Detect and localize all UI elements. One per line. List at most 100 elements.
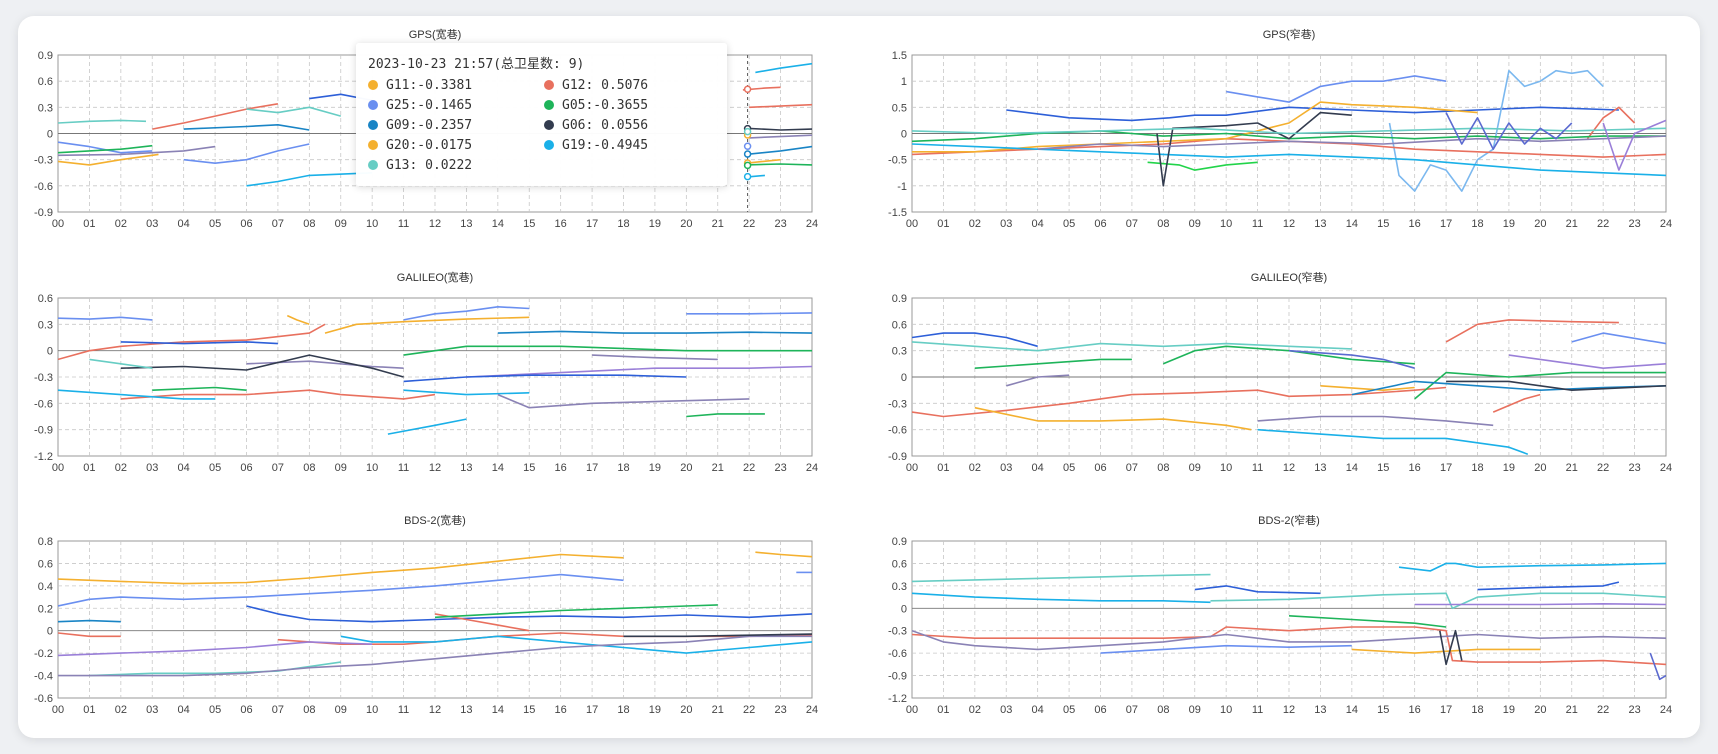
series-line-11[interactable] <box>1414 603 1666 606</box>
series-line-4[interactable] <box>183 143 310 164</box>
series-line-13[interactable] <box>58 641 373 657</box>
series-line-4[interactable] <box>1194 585 1321 595</box>
series-line-12[interactable] <box>1649 652 1666 681</box>
series-line-0[interactable] <box>58 553 624 585</box>
series-line-18[interactable] <box>120 354 404 378</box>
series-line-16[interactable] <box>1288 349 1415 369</box>
series-line-15[interactable] <box>497 393 750 409</box>
series-line-1[interactable] <box>1226 75 1447 103</box>
x-tick-label: 09 <box>1189 462 1201 474</box>
series-line-0[interactable] <box>1006 106 1619 122</box>
series-line-2[interactable] <box>1445 319 1619 343</box>
chart-galileo-wide[interactable]: GALILEO(宽巷) 00 01 02 03 04 05 06 07 08 09 10 11 12 13… <box>34 270 818 474</box>
series-line-3[interactable] <box>1398 562 1666 572</box>
series-line-8[interactable] <box>497 330 812 334</box>
chart-galileo-narrow[interactable]: GALILEO(窄巷) 00 01 02 03 04 05 06 07 08 09 10 11 12 13… <box>888 270 1672 474</box>
series-line-1[interactable] <box>403 306 530 321</box>
series-line-1[interactable] <box>755 551 812 558</box>
series-line-8[interactable] <box>755 62 812 74</box>
series-line-4[interactable] <box>1586 106 1636 140</box>
chart-gps-narrow[interactable]: GPS(窄巷) 00 01 02 03 04 05 06 07 08 09 10 11 12 13 14 15… <box>888 27 1672 230</box>
series-line-4[interactable] <box>1492 393 1541 413</box>
x-tick-label: 22 <box>1597 462 1609 474</box>
series-line-3[interactable] <box>324 316 530 334</box>
series-line-7[interactable] <box>120 341 278 345</box>
series-line-13[interactable] <box>1602 119 1666 171</box>
series-line-14[interactable] <box>58 145 216 157</box>
series-line-12[interactable] <box>1445 112 1573 150</box>
series-line-3[interactable] <box>912 386 1447 418</box>
series-line-10[interactable] <box>340 635 812 654</box>
series-line-14[interactable] <box>623 633 813 638</box>
series-line-7[interactable] <box>745 145 812 156</box>
series-line-6[interactable] <box>58 632 121 638</box>
series-line-17[interactable] <box>58 144 153 154</box>
series-line-9[interactable] <box>403 345 812 356</box>
series-line-7[interactable] <box>1351 648 1541 654</box>
series-line-12[interactable] <box>58 635 812 677</box>
series-line-9[interactable] <box>1414 371 1666 400</box>
y-tick-label: 0.9 <box>892 536 907 548</box>
series-line-8[interactable] <box>1288 615 1447 628</box>
series-line-1[interactable] <box>152 103 279 130</box>
series-line-13[interactable] <box>1439 629 1463 666</box>
series-line-19[interactable] <box>89 358 153 369</box>
series-line-9[interactable] <box>246 172 373 187</box>
y-tick-label: -0.6 <box>34 398 53 410</box>
series-line-11[interactable] <box>58 119 147 124</box>
series-line-21[interactable] <box>403 374 687 383</box>
series-line-0[interactable] <box>912 573 1211 583</box>
x-tick-label: 21 <box>712 218 724 230</box>
series-line-2[interactable] <box>912 592 1211 604</box>
series-line-9[interactable] <box>912 629 1666 651</box>
chart-bds2-narrow[interactable]: BDS-2(窄巷) 00 01 02 03 04 05 06 07 08 09 10 11 12 13 14… <box>888 513 1672 716</box>
series-line-10[interactable] <box>1257 428 1529 455</box>
series-line-7[interactable] <box>1147 161 1258 171</box>
series-line-0[interactable] <box>58 153 159 166</box>
series-line-13[interactable] <box>387 418 467 435</box>
series-line-1[interactable] <box>1210 592 1667 610</box>
series-line-17[interactable] <box>592 354 718 361</box>
series-line-6[interactable] <box>1320 385 1415 391</box>
series-line-15[interactable] <box>749 134 812 139</box>
series-line-1[interactable] <box>912 341 1352 352</box>
series-line-10[interactable] <box>686 413 765 418</box>
series-line-12[interactable] <box>1257 415 1494 427</box>
series-line-6[interactable] <box>183 124 310 131</box>
series-line-5[interactable] <box>58 323 326 361</box>
series-line-14[interactable] <box>1508 354 1666 369</box>
series-line-11[interactable] <box>912 127 1666 135</box>
series-line-17[interactable] <box>1446 380 1666 391</box>
series-line-2[interactable] <box>58 573 624 607</box>
series-line-4[interactable] <box>246 605 813 623</box>
series-line-8[interactable] <box>1162 345 1415 365</box>
series-line-7[interactable] <box>974 358 1132 369</box>
series-line-12[interactable] <box>58 389 216 400</box>
series-line-20[interactable] <box>466 365 812 378</box>
series-line-16[interactable] <box>745 163 812 166</box>
series-line-0[interactable] <box>58 316 153 321</box>
series-line-6[interactable] <box>120 389 436 400</box>
series-line-18[interactable] <box>745 158 781 164</box>
series-line-5[interactable] <box>58 619 121 623</box>
series-line-12[interactable] <box>246 106 342 117</box>
series-line-4[interactable] <box>286 314 310 326</box>
series-line-6[interactable] <box>912 626 1666 666</box>
series-line-9[interactable] <box>1156 111 1352 187</box>
series-line-5[interactable] <box>1477 581 1620 591</box>
series-line-14[interactable] <box>403 389 530 396</box>
series-line-11[interactable] <box>89 661 341 677</box>
series-line-2[interactable] <box>686 312 812 315</box>
series-line-10[interactable] <box>1100 644 1352 654</box>
series-line-13[interactable] <box>1006 374 1070 387</box>
chart-bds2-wide[interactable]: BDS-2(宽巷) 00 01 02 03 04 05 06 07 08 09 10 11 12 13 14… <box>34 513 818 716</box>
series-line-3[interactable] <box>749 103 812 109</box>
series-line-13[interactable] <box>745 127 812 131</box>
series-line-11[interactable] <box>152 386 247 391</box>
series-line-9[interactable] <box>434 604 718 619</box>
series-line-10[interactable] <box>1037 135 1666 150</box>
series-line-5[interactable] <box>974 406 1252 431</box>
series-line-11[interactable] <box>1351 380 1666 396</box>
series-line-15[interactable] <box>1571 332 1666 345</box>
series-line-0[interactable] <box>912 332 1038 348</box>
